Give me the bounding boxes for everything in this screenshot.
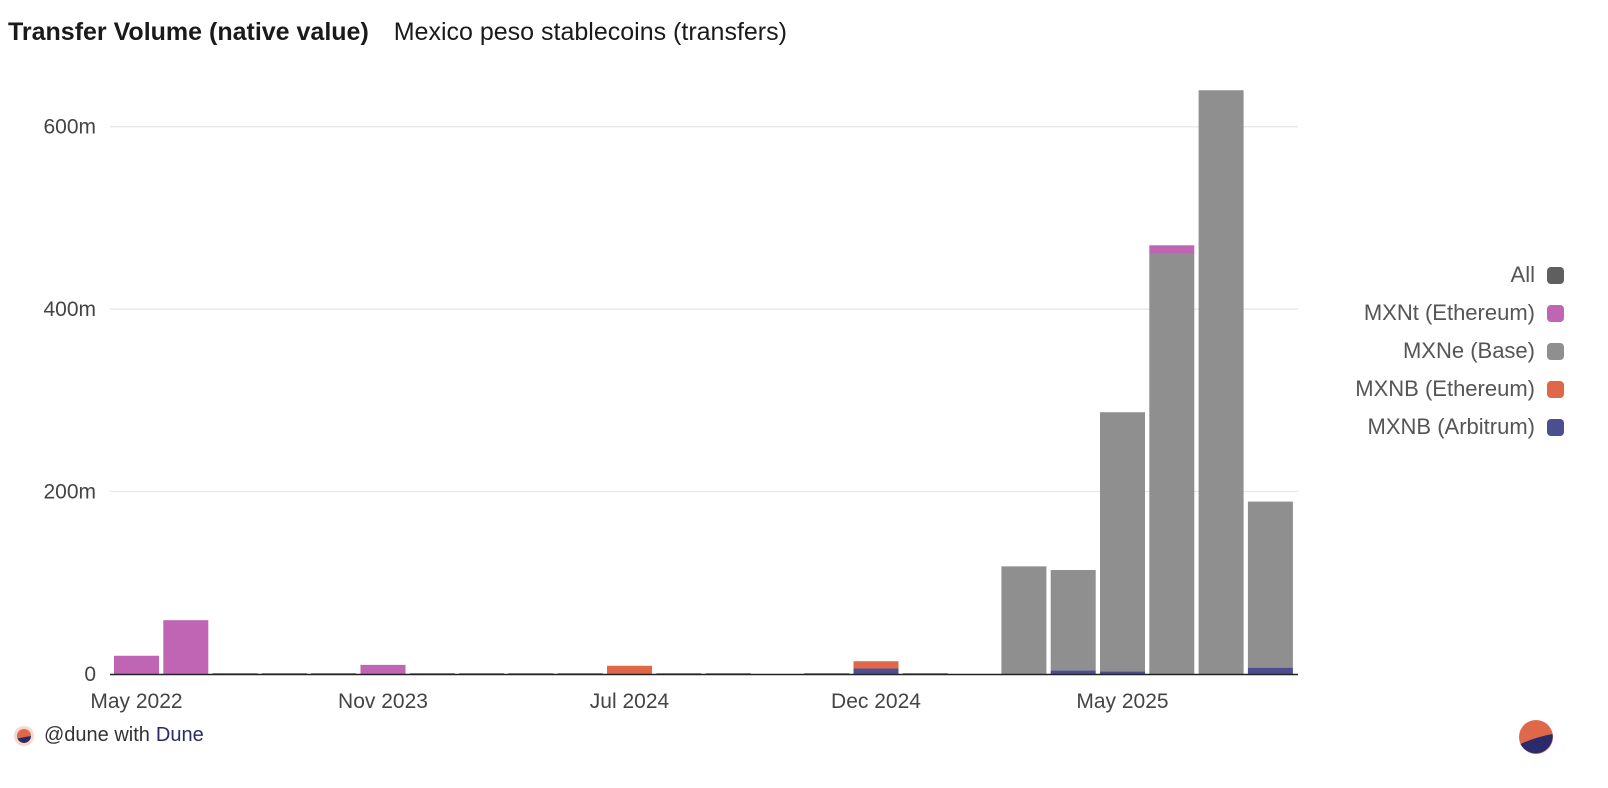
legend-label-mxnb-ethereum: MXNB (Ethereum): [1355, 376, 1535, 401]
chart-header: Transfer Volume (native value) Mexico pe…: [8, 14, 787, 50]
legend-swatch-mxne-base: [1547, 342, 1564, 360]
bar-segment-mxnt-ethereum[interactable]: [409, 673, 455, 674]
x-tick-label: Jul 2024: [590, 690, 670, 713]
legend-label-mxnt-ethereum: MXNt (Ethereum): [1363, 300, 1535, 325]
dune-corner-logo-icon: [1519, 720, 1553, 754]
legend-item-all[interactable]: All: [1355, 256, 1564, 294]
bar-segment-mxnt-ethereum[interactable]: [261, 673, 307, 674]
bar-segment-mxnb-ethereum[interactable]: [656, 673, 702, 674]
bar-segment-mxne-base[interactable]: [1198, 90, 1244, 674]
bar-segment-mxnt-ethereum[interactable]: [212, 673, 258, 674]
bar-segment-mxne-base[interactable]: [1001, 566, 1047, 674]
y-tick-label: 0: [84, 663, 96, 686]
x-axis-tick-labels: May 2022 Nov 2023 Jul 2024 Dec 2024 May 2025: [90, 690, 1168, 713]
chart-title: Transfer Volume (native value): [8, 18, 369, 46]
bar-segment-mxnb-ethereum[interactable]: [705, 673, 751, 674]
bar-segment-mxnb-ethereum[interactable]: [902, 673, 948, 674]
x-tick-label: Dec 2024: [831, 690, 921, 713]
chart-subtitle: Mexico peso stablecoins (transfers): [393, 18, 787, 46]
legend-swatch-mxnt-ethereum: [1547, 304, 1564, 322]
bar-segment-mxnt-ethereum[interactable]: [311, 673, 357, 674]
bar-segment-mxnb-arbitrum[interactable]: [1247, 667, 1293, 674]
bar-segment-mxnb-arbitrum[interactable]: [1100, 671, 1145, 674]
y-axis-tick-labels: 0 200m 400m 600m: [43, 116, 96, 686]
legend-item-mxnb-arbitrum[interactable]: MXNB (Arbitrum): [1355, 408, 1564, 446]
legend-swatch-all: [1547, 266, 1564, 284]
bar-segment-mxnb-arbitrum[interactable]: [853, 668, 899, 674]
bar-segment-mxnb-ethereum[interactable]: [804, 673, 850, 674]
bar-segment-mxnb-ethereum[interactable]: [607, 665, 652, 674]
bar-segment-mxnt-ethereum[interactable]: [557, 673, 603, 674]
legend-label-mxne-base: MXNe (Base): [1402, 338, 1535, 363]
legend-swatch-mxnb-ethereum: [1547, 380, 1564, 398]
bar-segment-mxnt-ethereum[interactable]: [360, 664, 406, 674]
footer-attribution: @dune with Dune: [14, 724, 204, 747]
bar-segment-mxne-base[interactable]: [1247, 501, 1293, 668]
x-tick-label: May 2025: [1076, 690, 1168, 713]
bar-segment-mxnb-arbitrum[interactable]: [1050, 670, 1096, 674]
bar-segment-mxne-base[interactable]: [1050, 570, 1096, 671]
bar-segment-mxnt-ethereum[interactable]: [508, 673, 554, 674]
y-tick-label: 400m: [43, 298, 96, 321]
dune-logo-icon: [14, 725, 34, 746]
legend-label-mxnb-arbitrum: MXNB (Arbitrum): [1367, 414, 1535, 439]
x-tick-label: May 2022: [90, 690, 182, 713]
legend-item-mxnb-ethereum[interactable]: MXNB (Ethereum): [1355, 370, 1564, 408]
bar-segment-mxnt-ethereum[interactable]: [1149, 245, 1195, 254]
bar-segment-mxnt-ethereum[interactable]: [163, 620, 209, 674]
x-tick-label: Nov 2023: [338, 690, 428, 713]
y-tick-label: 200m: [43, 481, 96, 504]
bar-segment-mxne-base[interactable]: [1149, 253, 1195, 674]
chart-legend: All MXNt (Ethereum) MXNe (Base) MXNB (Et…: [1355, 256, 1564, 446]
legend-swatch-mxnb-arbitrum: [1547, 418, 1564, 436]
y-tick-label: 600m: [43, 116, 96, 139]
bar-segment-mxnt-ethereum[interactable]: [114, 655, 159, 674]
footer-handle: @dune with: [44, 724, 150, 746]
legend-item-mxne-base[interactable]: MXNe (Base): [1355, 332, 1564, 370]
legend-item-mxnt-ethereum[interactable]: MXNt (Ethereum): [1355, 294, 1564, 332]
bar-segment-mxnb-ethereum[interactable]: [853, 661, 899, 669]
footer-brand-link[interactable]: Dune: [155, 724, 204, 746]
bar-segment-mxne-base[interactable]: [1100, 412, 1145, 672]
legend-label-all: All: [1510, 262, 1535, 287]
bar-segment-mxnt-ethereum[interactable]: [459, 673, 505, 674]
bar-series: [114, 90, 1293, 674]
